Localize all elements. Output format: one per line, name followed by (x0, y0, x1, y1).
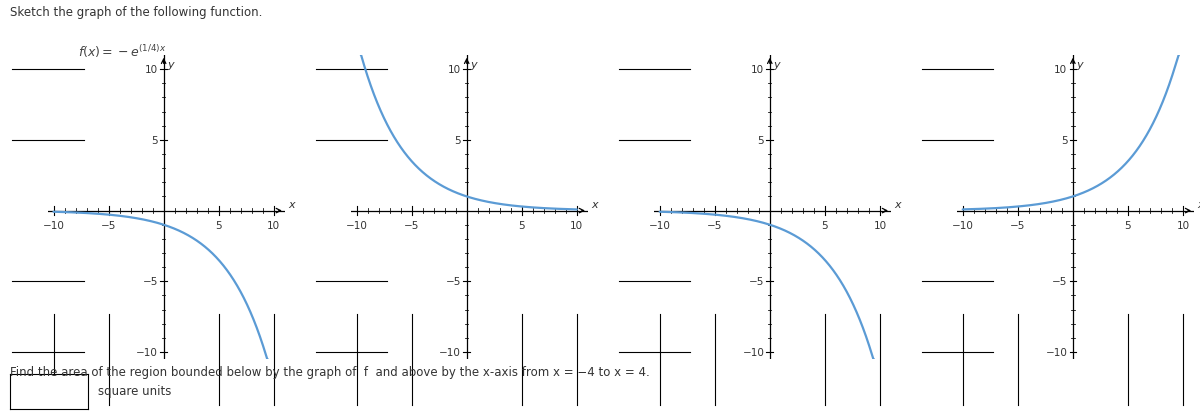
Text: 5: 5 (518, 221, 526, 231)
Text: 5: 5 (1124, 221, 1132, 231)
Text: 10: 10 (751, 65, 764, 75)
Text: 5: 5 (757, 135, 764, 145)
Text: −10: −10 (137, 347, 158, 357)
Text: −5: −5 (101, 221, 116, 231)
Text: x: x (1198, 199, 1200, 210)
Text: −10: −10 (952, 221, 973, 231)
Text: −10: −10 (346, 221, 367, 231)
Text: 5: 5 (455, 135, 461, 145)
Text: 10: 10 (448, 65, 461, 75)
Text: −5: −5 (1010, 221, 1026, 231)
Text: x: x (894, 199, 901, 210)
Text: y: y (167, 60, 174, 70)
Text: 10: 10 (570, 221, 583, 231)
Text: x: x (592, 199, 598, 210)
Text: 10: 10 (1176, 221, 1189, 231)
Text: 5: 5 (1061, 135, 1067, 145)
Text: 10: 10 (145, 65, 158, 75)
Text: −5: −5 (404, 221, 419, 231)
Text: −10: −10 (1045, 347, 1067, 357)
Text: −10: −10 (42, 221, 65, 231)
Text: −10: −10 (439, 347, 461, 357)
Text: y: y (1076, 60, 1082, 70)
Text: 10: 10 (1055, 65, 1067, 75)
Text: $f(x) = -e^{(1/4)x}$: $f(x) = -e^{(1/4)x}$ (78, 43, 167, 60)
Text: 5: 5 (151, 135, 158, 145)
Text: −10: −10 (743, 347, 764, 357)
Text: y: y (773, 60, 780, 70)
Text: −10: −10 (649, 221, 671, 231)
Text: 10: 10 (874, 221, 887, 231)
Text: 5: 5 (215, 221, 222, 231)
Text: −5: −5 (707, 221, 722, 231)
Text: −5: −5 (749, 277, 764, 287)
Text: x: x (288, 199, 295, 210)
Text: −5: −5 (446, 277, 461, 287)
Text: −5: −5 (143, 277, 158, 287)
Text: −5: −5 (1052, 277, 1067, 287)
Text: Find the area of the region bounded below by the graph of  f  and above by the x: Find the area of the region bounded belo… (10, 366, 649, 378)
Text: y: y (470, 60, 476, 70)
Text: square units: square units (98, 384, 172, 397)
Text: 10: 10 (268, 221, 281, 231)
Text: 5: 5 (822, 221, 828, 231)
Text: Sketch the graph of the following function.: Sketch the graph of the following functi… (10, 6, 262, 19)
